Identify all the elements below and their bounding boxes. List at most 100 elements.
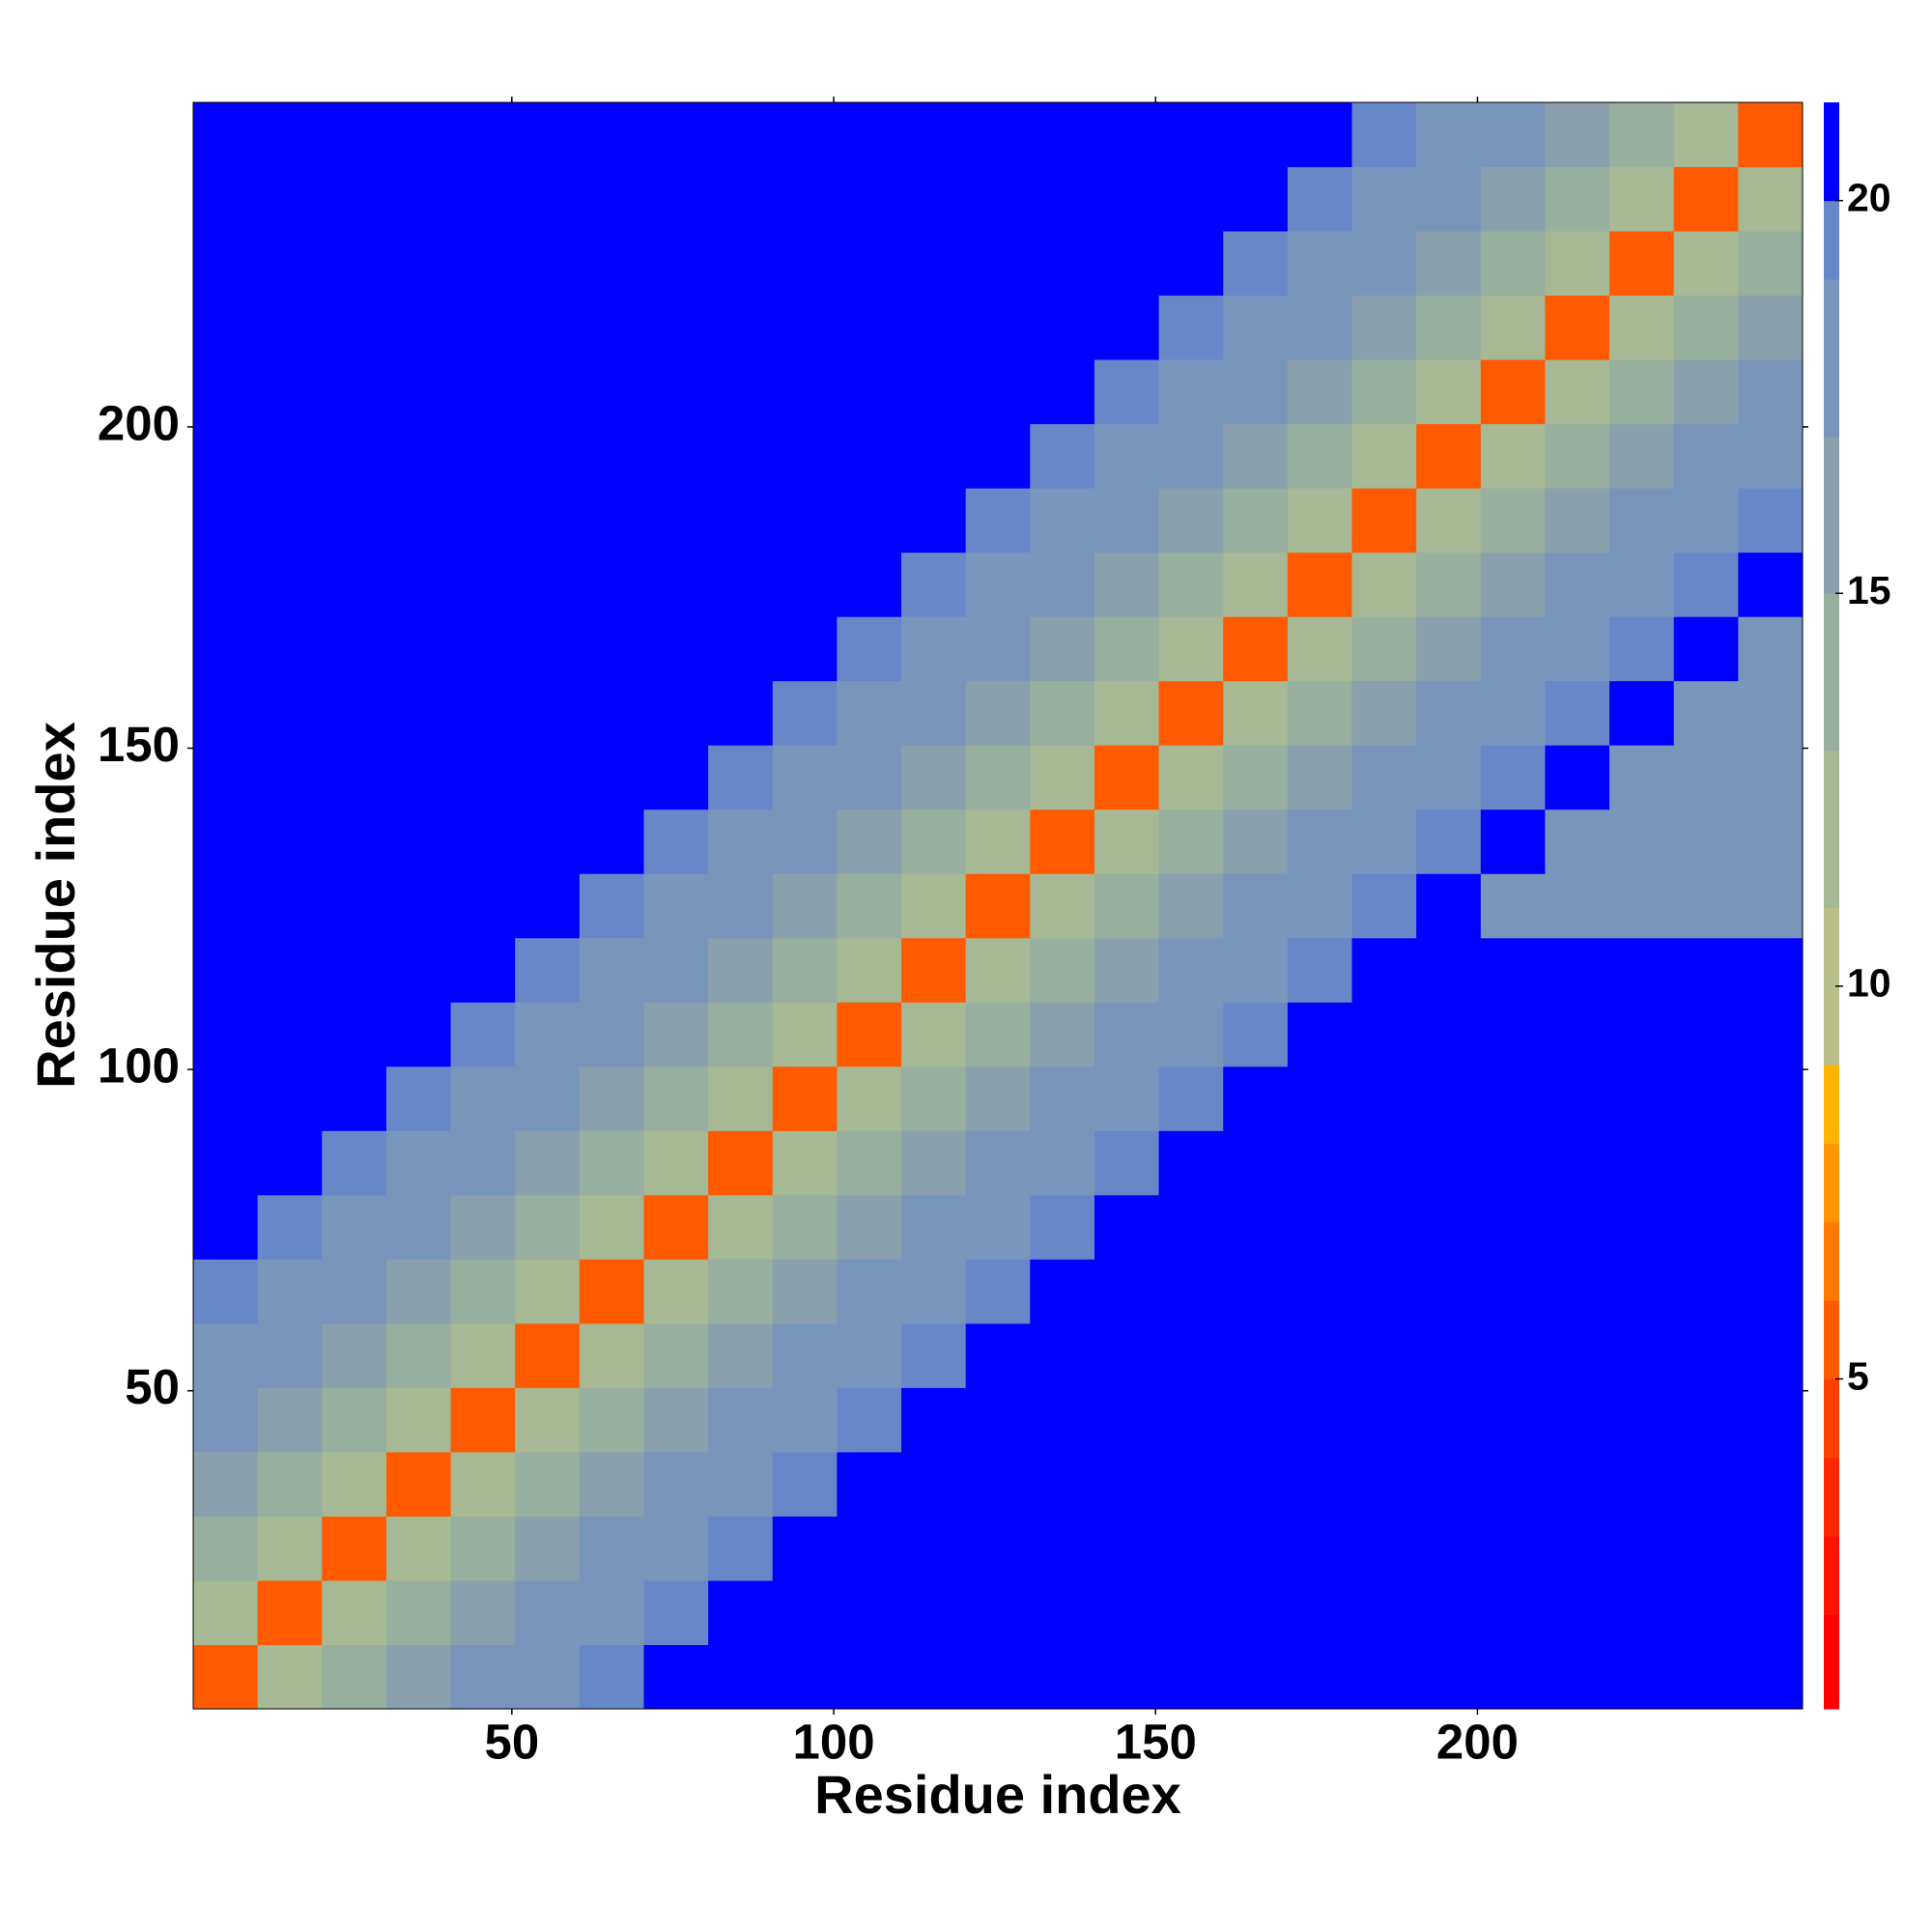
heatmap-cell: [1480, 359, 1546, 425]
heatmap-cell: [1030, 1002, 1095, 1067]
heatmap-cell: [1673, 552, 1739, 617]
heatmap-cell: [901, 1387, 967, 1453]
heatmap-cell: [385, 745, 452, 810]
heatmap-cell: [643, 231, 709, 297]
heatmap-cell: [1287, 1644, 1353, 1710]
heatmap-cell: [1094, 1516, 1160, 1581]
heatmap-cell: [643, 488, 709, 554]
heatmap-cell: [837, 1516, 902, 1581]
heatmap-cell: [643, 295, 709, 360]
heatmap-cell: [1158, 1322, 1224, 1388]
heatmap-cell: [1030, 1259, 1095, 1324]
heatmap-cell: [772, 1644, 838, 1710]
heatmap-cell: [708, 359, 774, 425]
heatmap-cell: [1223, 166, 1289, 232]
heatmap-cell: [1223, 295, 1289, 360]
heatmap-cell: [257, 809, 323, 874]
heatmap-cell: [450, 1065, 516, 1131]
heatmap-cell: [193, 1322, 259, 1388]
heatmap-cell: [385, 423, 452, 489]
x-tick-label: 150: [1115, 1714, 1197, 1769]
heatmap-cell: [837, 745, 902, 810]
heatmap-cell: [1673, 1322, 1739, 1388]
heatmap-cell: [643, 1451, 709, 1517]
heatmap-cell: [579, 1451, 644, 1517]
heatmap-cell: [1223, 1322, 1289, 1388]
heatmap-cell: [257, 1579, 323, 1645]
y-tick-label: 50: [125, 1359, 180, 1414]
heatmap-cell: [1480, 1451, 1546, 1517]
heatmap-cell: [1673, 166, 1739, 232]
heatmap-cell: [1416, 166, 1482, 232]
heatmap-cell: [1738, 1451, 1804, 1517]
heatmap-cell: [1609, 1002, 1675, 1067]
heatmap-cell: [1223, 1130, 1289, 1196]
heatmap-cell: [1030, 552, 1095, 617]
heatmap-cell: [1609, 1644, 1675, 1710]
heatmap-cell: [1673, 616, 1739, 682]
heatmap-cell: [385, 1259, 452, 1324]
heatmap-cell: [643, 1322, 709, 1388]
heatmap-cell: [385, 359, 452, 425]
heatmap-cell: [1738, 1130, 1804, 1196]
heatmap-cell: [515, 1644, 581, 1710]
heatmap-cell: [193, 1065, 259, 1131]
heatmap-cell: [193, 102, 259, 168]
heatmap-cell: [708, 1194, 774, 1260]
heatmap-cell: [515, 1002, 581, 1067]
heatmap-cell: [1738, 809, 1804, 874]
heatmap-cell: [965, 1194, 1031, 1260]
heatmap-cell: [1351, 102, 1417, 168]
heatmap-cell: [643, 1002, 709, 1067]
heatmap-cell: [1158, 680, 1224, 746]
heatmap-cell: [193, 231, 259, 297]
colorbar-segment: [1824, 200, 1839, 280]
heatmap-cell: [1030, 1516, 1095, 1581]
heatmap-cell: [1416, 1579, 1482, 1645]
heatmap-cell: [1287, 166, 1353, 232]
heatmap-cell: [1738, 1194, 1804, 1260]
heatmap-cell: [1287, 359, 1353, 425]
heatmap-cell: [1287, 616, 1353, 682]
x-tick-label: 100: [793, 1714, 875, 1769]
heatmap-cell: [1545, 1065, 1610, 1131]
heatmap-cell: [1609, 231, 1675, 297]
heatmap-cell: [193, 1194, 259, 1260]
heatmap-cell: [385, 1644, 452, 1710]
heatmap-cell: [322, 1451, 387, 1517]
heatmap-cell: [450, 1451, 516, 1517]
heatmap-cell: [772, 1516, 838, 1581]
heatmap-cell: [1545, 359, 1610, 425]
heatmap-cell: [772, 1065, 838, 1131]
colorbar-segment: [1824, 1457, 1839, 1537]
heatmap-cell: [322, 809, 387, 874]
colorbar-segment: [1824, 1614, 1839, 1710]
heatmap-cell: [1158, 423, 1224, 489]
heatmap-cell: [1480, 1130, 1546, 1196]
heatmap-cell: [901, 423, 967, 489]
heatmap-cell: [837, 1387, 902, 1453]
colorbar-segment: [1824, 436, 1839, 594]
heatmap-cell: [772, 1387, 838, 1453]
heatmap-cell: [1416, 295, 1482, 360]
heatmap-cell: [450, 616, 516, 682]
heatmap-cell: [322, 166, 387, 232]
heatmap-cell: [1351, 166, 1417, 232]
heatmap-cell: [901, 1579, 967, 1645]
heatmap-cell: [193, 295, 259, 360]
heatmap-cell: [708, 1451, 774, 1517]
heatmap-cell: [515, 937, 581, 1003]
heatmap-cell: [515, 1194, 581, 1260]
heatmap-cell: [1158, 1130, 1224, 1196]
heatmap-cell: [1223, 1644, 1289, 1710]
heatmap-cell: [257, 488, 323, 554]
heatmap-cell: [1609, 937, 1675, 1003]
heatmap-cell: [1738, 359, 1804, 425]
heatmap-cell: [965, 552, 1031, 617]
heatmap-cell: [1738, 552, 1804, 617]
heatmap-cell: [1287, 102, 1353, 168]
heatmap-cell: [515, 1259, 581, 1324]
heatmap-cell: [1030, 616, 1095, 682]
heatmap-cell: [1158, 1065, 1224, 1131]
y-axis-label: Residue index: [25, 722, 86, 1089]
